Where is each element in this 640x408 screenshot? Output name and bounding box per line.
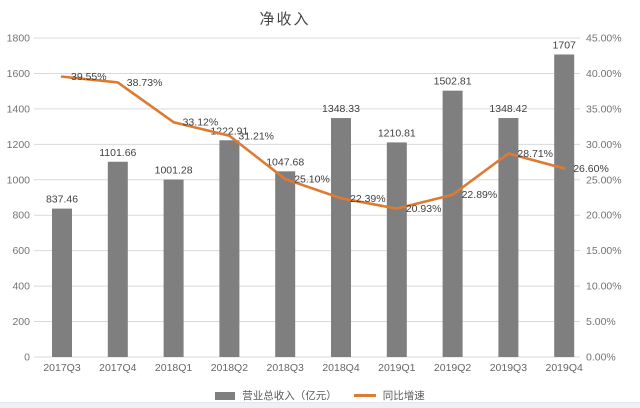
cat-text: 2019Q3: [490, 362, 528, 374]
bars-group: [52, 54, 575, 358]
chart-legend: 营业总收入（亿元） 同比增速: [0, 388, 640, 403]
tick-text: 200: [12, 316, 30, 328]
cat-text: 2018Q4: [322, 362, 360, 374]
bar: [442, 90, 463, 357]
cat-text: 2018Q3: [267, 362, 305, 374]
tick-text: 800: [12, 210, 30, 222]
bar: [219, 140, 240, 357]
datalabel-text: 1210.81: [378, 127, 416, 139]
chart-title: 净收入: [259, 11, 311, 28]
bar: [107, 161, 128, 357]
tick-text: 30.00%: [586, 139, 622, 151]
tick-text: 10.00%: [586, 281, 622, 293]
datalabel-text: 1047.68: [266, 156, 304, 168]
tick-text: 0: [24, 352, 30, 364]
tick-text: 35.00%: [586, 103, 622, 115]
datalabel-text: 1502.81: [434, 76, 472, 88]
cat-text: 2017Q3: [43, 362, 81, 374]
screenshot-bottom-edge: [0, 402, 640, 408]
legend-bar-swatch-icon: [215, 391, 236, 400]
datalabel-text: 22.39%: [350, 193, 386, 205]
datalabel-text: 20.93%: [406, 203, 442, 215]
datalabel-text: 1707: [553, 39, 577, 51]
datalabel-text: 1001.28: [155, 165, 193, 177]
cat-text: 2018Q2: [211, 362, 249, 374]
datalabel-text: 837.46: [46, 194, 78, 206]
datalabel-text: 39.55%: [71, 71, 107, 83]
bar: [163, 179, 184, 357]
combo-chart: 0 0.00% 200 5.00% 400 10.00% 600 15.00% 800 20.00…: [7, 33, 622, 375]
cat-text: 2019Q4: [546, 362, 584, 374]
gridlines: [34, 37, 580, 358]
tick-text: 20.00%: [586, 210, 622, 222]
tick-text: 40.00%: [586, 68, 622, 80]
tick-text: 1800: [7, 33, 31, 45]
tick-text: 5.00%: [586, 316, 616, 328]
tick-text: 1400: [7, 103, 31, 115]
bar: [554, 54, 575, 358]
datalabel-text: 31.21%: [238, 130, 274, 142]
growth-line: [60, 75, 566, 210]
cat-text: 2017Q4: [99, 362, 137, 374]
datalabel-text: 26.60%: [573, 163, 609, 175]
datalabel-text: 1348.33: [322, 103, 360, 115]
datalabel-text: 22.89%: [462, 189, 498, 201]
bar: [498, 118, 519, 357]
bar: [275, 171, 296, 357]
tick-text: 600: [12, 245, 30, 257]
legend-line-swatch-icon: [353, 394, 376, 397]
cat-text: 2019Q2: [434, 362, 472, 374]
bar: [331, 118, 351, 357]
tick-text: 1200: [7, 139, 31, 151]
datalabel-text: 38.73%: [127, 77, 163, 89]
tick-text: 1000: [7, 174, 31, 186]
tick-text: 1600: [7, 68, 31, 80]
legend-line-label: 同比增速: [382, 390, 425, 402]
tick-text: 0.00%: [586, 352, 616, 364]
legend-bar-label: 营业总收入（亿元）: [242, 390, 337, 402]
datalabel-text: 33.12%: [183, 117, 219, 129]
datalabel-text: 25.10%: [294, 174, 330, 186]
cat-text: 2019Q1: [378, 362, 416, 374]
bar: [52, 208, 72, 357]
tick-text: 15.00%: [586, 245, 622, 257]
tick-text: 45.00%: [586, 33, 622, 45]
datalabel-text: 28.71%: [517, 148, 553, 160]
cat-text: 2018Q1: [155, 362, 193, 374]
tick-text: 400: [12, 281, 30, 293]
datalabel-text: 1348.42: [489, 103, 527, 115]
bar: [386, 142, 407, 357]
tick-text: 25.00%: [586, 174, 622, 186]
datalabel-text: 1101.66: [99, 147, 136, 159]
